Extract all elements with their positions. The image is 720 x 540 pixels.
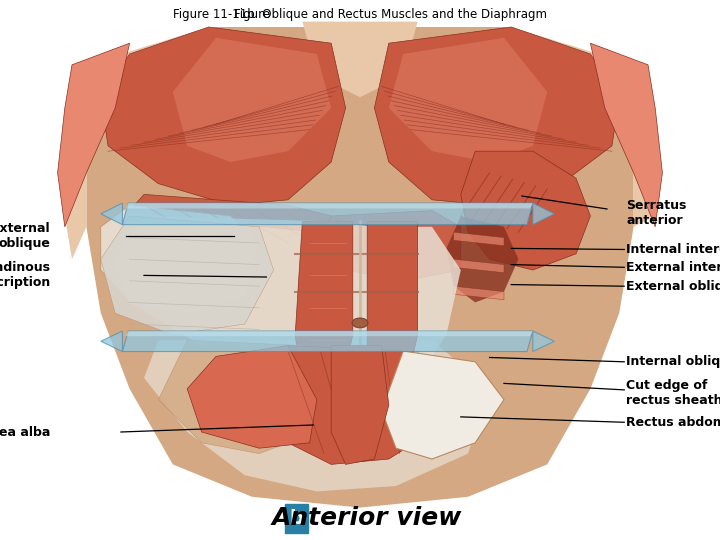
Text: Anterior view: Anterior view bbox=[272, 507, 462, 530]
Polygon shape bbox=[382, 351, 504, 459]
Polygon shape bbox=[101, 331, 122, 352]
Text: Rectus abdominis: Rectus abdominis bbox=[626, 416, 720, 429]
Text: Internal intercostal: Internal intercostal bbox=[626, 243, 720, 256]
Polygon shape bbox=[454, 232, 504, 246]
Polygon shape bbox=[115, 216, 461, 405]
Polygon shape bbox=[101, 203, 122, 225]
Polygon shape bbox=[125, 331, 533, 336]
Polygon shape bbox=[374, 27, 619, 205]
Text: Figure: Figure bbox=[234, 8, 274, 21]
Polygon shape bbox=[158, 340, 331, 454]
Polygon shape bbox=[302, 22, 418, 97]
Polygon shape bbox=[454, 259, 504, 273]
Polygon shape bbox=[144, 340, 490, 491]
Polygon shape bbox=[461, 151, 590, 270]
Polygon shape bbox=[65, 27, 209, 259]
Polygon shape bbox=[511, 27, 655, 227]
Polygon shape bbox=[317, 211, 461, 281]
Polygon shape bbox=[367, 221, 418, 405]
Polygon shape bbox=[101, 216, 274, 335]
Polygon shape bbox=[58, 43, 130, 227]
Polygon shape bbox=[125, 203, 533, 208]
Text: Tendinous
inscription: Tendinous inscription bbox=[0, 261, 50, 289]
Text: Internal oblique: Internal oblique bbox=[626, 355, 720, 368]
Polygon shape bbox=[331, 346, 389, 464]
Text: Linea alba: Linea alba bbox=[0, 426, 50, 438]
Polygon shape bbox=[533, 203, 554, 225]
Text: External oblique (cut): External oblique (cut) bbox=[626, 280, 720, 293]
Polygon shape bbox=[187, 346, 317, 448]
Polygon shape bbox=[446, 216, 518, 302]
Text: Figure 11-11b: Figure 11-11b bbox=[274, 8, 356, 21]
Polygon shape bbox=[259, 346, 446, 464]
Text: External intercostal: External intercostal bbox=[626, 261, 720, 274]
Polygon shape bbox=[173, 38, 331, 162]
Polygon shape bbox=[130, 194, 360, 238]
Text: Cut edge of
rectus sheath: Cut edge of rectus sheath bbox=[626, 379, 720, 407]
Polygon shape bbox=[533, 331, 554, 352]
Polygon shape bbox=[86, 27, 634, 508]
Polygon shape bbox=[101, 27, 346, 205]
Polygon shape bbox=[389, 38, 547, 162]
Text: Serratus
anterior: Serratus anterior bbox=[626, 199, 687, 227]
Polygon shape bbox=[454, 286, 504, 300]
Text: b: b bbox=[289, 509, 304, 528]
Text: Figure 11-11b  Oblique and Rectus Muscles and the Diaphragm: Figure 11-11b Oblique and Rectus Muscles… bbox=[173, 8, 547, 21]
Text: External
oblique: External oblique bbox=[0, 222, 50, 250]
Polygon shape bbox=[122, 203, 533, 225]
Polygon shape bbox=[295, 221, 353, 405]
Polygon shape bbox=[101, 205, 259, 313]
Ellipse shape bbox=[352, 318, 368, 328]
Polygon shape bbox=[122, 331, 533, 352]
Polygon shape bbox=[590, 43, 662, 227]
